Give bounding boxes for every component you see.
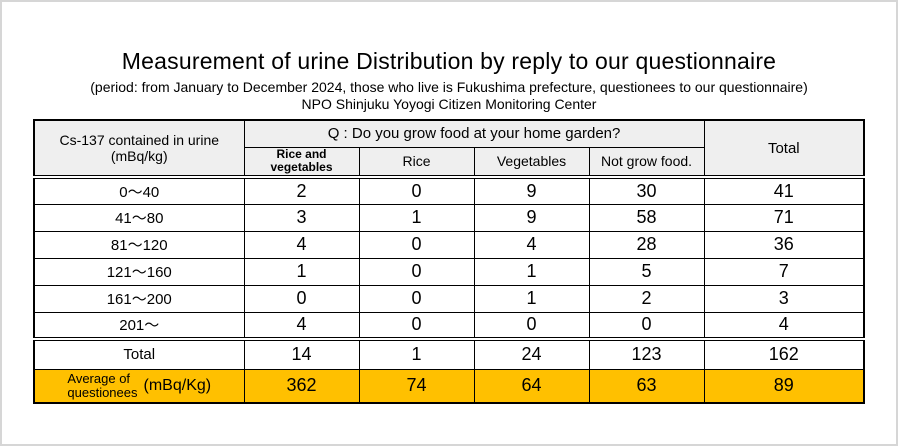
- grand-total-cell: 162: [703, 338, 865, 370]
- average-value-cell: 63: [588, 368, 705, 404]
- value-cell: 4: [473, 230, 590, 259]
- value-cell: 3: [243, 203, 360, 232]
- value-cell: 1: [358, 203, 475, 232]
- value-cell: 4: [243, 311, 360, 342]
- average-total-cell: 89: [703, 368, 865, 404]
- column-header-not-grow-food: Not grow food.: [588, 146, 705, 180]
- table-row-41-80: 41〜80 3 1 9 58 71: [33, 203, 865, 232]
- row-total-cell: 71: [703, 203, 865, 232]
- urine-measurement-table: Cs-137 contained in urine (mBq/kg) Q : D…: [33, 119, 866, 405]
- value-cell: 0: [473, 311, 590, 342]
- row-total-cell: 7: [703, 257, 865, 286]
- period-subtitle: (period: from January to December 2024, …: [90, 79, 808, 95]
- table-average-row: Average of questionees (mBq/Kg) 362 74 6…: [33, 368, 865, 404]
- range-label: 201〜: [33, 311, 245, 342]
- range-label: 161〜200: [33, 284, 245, 313]
- value-cell: 1: [473, 284, 590, 313]
- value-cell: 2: [243, 176, 360, 205]
- organization-name: NPO Shinjuku Yoyogi Citizen Monitoring C…: [301, 96, 597, 112]
- total-value-cell: 24: [473, 338, 590, 370]
- value-cell: 0: [358, 311, 475, 342]
- value-cell: 28: [588, 230, 705, 259]
- range-label: 41〜80: [33, 203, 245, 232]
- corner-header-cs137: Cs-137 contained in urine (mBq/kg): [33, 119, 245, 180]
- total-value-cell: 123: [588, 338, 705, 370]
- table-row-121-160: 121〜160 1 0 1 5 7: [33, 257, 865, 286]
- average-value-cell: 74: [358, 368, 475, 404]
- row-total-cell: 41: [703, 176, 865, 205]
- total-row-label: Total: [33, 338, 245, 370]
- range-label: 81〜120: [33, 230, 245, 259]
- range-label: 0〜40: [33, 176, 245, 205]
- total-value-cell: 1: [358, 338, 475, 370]
- table-total-row: Total 14 1 24 123 162: [33, 338, 865, 370]
- value-cell: 9: [473, 176, 590, 205]
- row-total-cell: 36: [703, 230, 865, 259]
- average-row-unit: (mBq/Kg): [143, 376, 212, 394]
- column-header-rice-and-vegetables: Rice and vegetables: [243, 146, 360, 180]
- row-total-cell: 4: [703, 311, 865, 342]
- value-cell: 0: [358, 176, 475, 205]
- value-cell: 5: [588, 257, 705, 286]
- row-total-cell: 3: [703, 284, 865, 313]
- range-label: 121〜160: [33, 257, 245, 286]
- table-row-81-120: 81〜120 4 0 4 28 36: [33, 230, 865, 259]
- column-header-rice: Rice: [358, 146, 475, 180]
- value-cell: 9: [473, 203, 590, 232]
- average-row-label: Average of questionees: [67, 370, 138, 400]
- question-header: Q : Do you grow food at your home garden…: [243, 119, 705, 148]
- column-header-vegetables: Vegetables: [473, 146, 590, 180]
- total-value-cell: 14: [243, 338, 360, 370]
- value-cell: 1: [243, 257, 360, 286]
- value-cell: 2: [588, 284, 705, 313]
- average-value-cell: 64: [473, 368, 590, 404]
- value-cell: 0: [243, 284, 360, 313]
- total-column-header: Total: [703, 119, 865, 180]
- value-cell: 0: [358, 257, 475, 286]
- value-cell: 1: [473, 257, 590, 286]
- value-cell: 4: [243, 230, 360, 259]
- table-row-201-plus: 201〜 4 0 0 0 4: [33, 311, 865, 342]
- value-cell: 58: [588, 203, 705, 232]
- value-cell: 30: [588, 176, 705, 205]
- table-row-0-40: 0〜40 2 0 9 30 41: [33, 176, 865, 205]
- page-title: Measurement of urine Distribution by rep…: [121, 48, 777, 74]
- average-value-cell: 362: [243, 368, 360, 404]
- value-cell: 0: [358, 230, 475, 259]
- value-cell: 0: [358, 284, 475, 313]
- table-row-161-200: 161〜200 0 0 1 2 3: [33, 284, 865, 313]
- average-row-label-cell: Average of questionees (mBq/Kg): [33, 368, 245, 404]
- value-cell: 0: [588, 311, 705, 342]
